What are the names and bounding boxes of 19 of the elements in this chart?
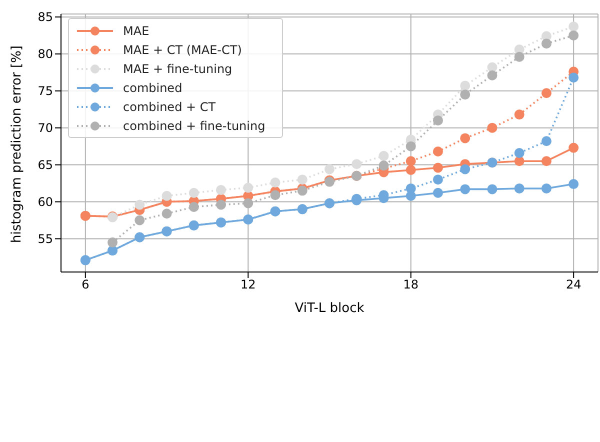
legend-label: combined + fine-tuning [123, 118, 266, 132]
legend-label: MAE + CT (MAE-CT) [123, 42, 242, 56]
y-tick-label: 65 [38, 158, 53, 172]
y-axis-title: histogram prediction error [%] [10, 46, 25, 243]
y-tick-label: 85 [38, 10, 53, 24]
y-tick-label: 70 [38, 121, 53, 136]
legend-label: MAE [123, 24, 150, 38]
y-tick-label: 60 [38, 195, 53, 210]
x-tick-label: 12 [240, 278, 256, 292]
x-tick-label: 6 [82, 278, 90, 292]
y-tick-label: 80 [38, 47, 53, 62]
legend-label: combined + CT [123, 100, 216, 114]
x-tick-label: 18 [403, 278, 419, 292]
x-tick-label: 24 [566, 278, 582, 292]
x-axis-title: ViT-L block [294, 301, 365, 316]
legend-label: MAE + fine-tuning [123, 62, 232, 76]
y-tick-label: 55 [38, 232, 53, 246]
y-tick-label: 75 [38, 84, 53, 98]
legend-label: combined [123, 80, 182, 94]
